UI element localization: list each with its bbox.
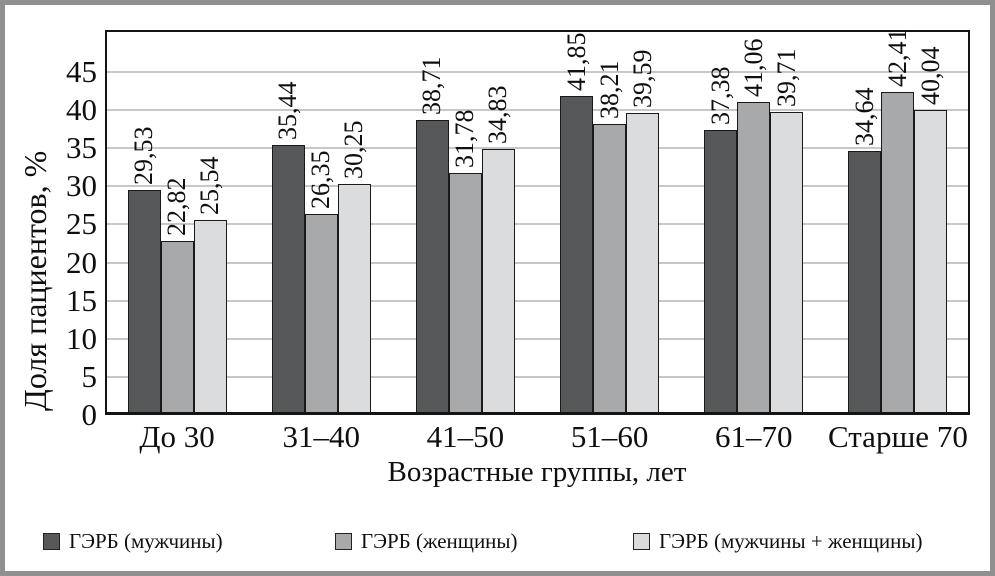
- legend-item-men-plus-women: ГЭРБ (мужчины + женщины): [633, 528, 923, 554]
- bar: [914, 109, 948, 415]
- bar: [271, 144, 305, 415]
- x-category-label: 51–60: [570, 419, 649, 454]
- bar: [626, 113, 660, 415]
- bar: [127, 189, 161, 415]
- y-tick-label: 25: [66, 206, 97, 242]
- gridline: [107, 299, 968, 302]
- bar: [848, 150, 882, 415]
- y-tick-label: 35: [66, 130, 97, 166]
- y-tick-label: 20: [66, 244, 97, 280]
- bar: [415, 119, 449, 415]
- legend-item-men: ГЭРБ (мужчины): [43, 528, 223, 554]
- x-category-label: 31–40: [282, 419, 361, 454]
- gridline: [107, 70, 968, 73]
- bar: [593, 123, 627, 415]
- legend-swatch-men-plus-women-icon: [633, 532, 650, 550]
- bar: [770, 112, 804, 415]
- y-tick-label: 10: [66, 320, 97, 356]
- bar: [704, 130, 738, 415]
- gridline: [107, 261, 968, 264]
- bar: [304, 214, 338, 415]
- x-category-label: До 30: [139, 419, 215, 454]
- legend-item-women: ГЭРБ (женщины): [335, 528, 518, 554]
- bar: [193, 220, 227, 415]
- y-tick-label: 5: [81, 358, 98, 394]
- x-category-label: 41–50: [426, 419, 505, 454]
- y-tick-label: 15: [66, 282, 97, 318]
- y-tick-label: 45: [66, 53, 97, 89]
- legend-label-women: ГЭРБ (женщины): [361, 529, 518, 553]
- x-axis-title: Возрастные группы, лет: [387, 456, 687, 488]
- legend-swatch-men-icon: [43, 532, 60, 550]
- gridline: [107, 147, 968, 150]
- y-tick-label: 0: [81, 397, 98, 432]
- gridline: [107, 109, 968, 112]
- legend-swatch-women-icon: [335, 532, 352, 550]
- bar: [337, 184, 371, 415]
- gridline: [107, 223, 968, 226]
- bar: [881, 91, 915, 415]
- y-tick-label: 40: [66, 92, 97, 128]
- gridline: [107, 337, 968, 340]
- bar: [560, 95, 594, 415]
- x-category-label: Старше 70: [827, 419, 968, 454]
- gridline: [107, 375, 968, 378]
- y-tick-label: 30: [66, 168, 97, 204]
- x-category-label: 61–70: [715, 419, 793, 454]
- bar: [448, 172, 482, 415]
- bar: [737, 101, 771, 415]
- bar: [160, 241, 194, 415]
- gridline: [107, 185, 968, 188]
- legend-label-men-plus-women: ГЭРБ (мужчины + женщины): [659, 529, 923, 553]
- legend-label-men: ГЭРБ (мужчины): [69, 529, 223, 553]
- bar: [481, 149, 515, 415]
